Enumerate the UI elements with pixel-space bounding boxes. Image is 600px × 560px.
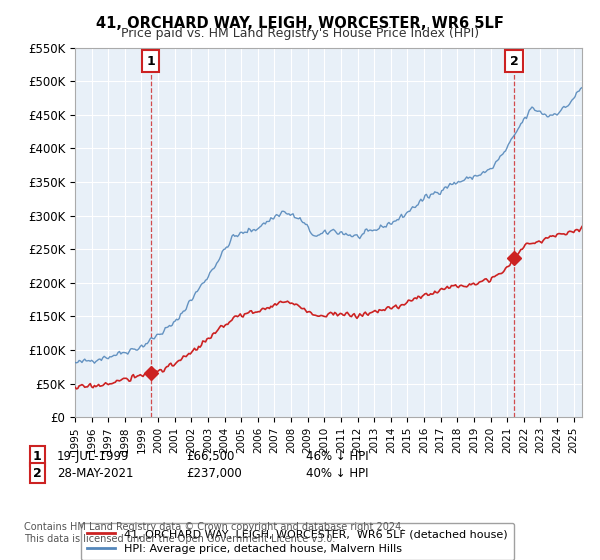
Text: 2: 2 — [33, 466, 42, 480]
Text: Price paid vs. HM Land Registry's House Price Index (HPI): Price paid vs. HM Land Registry's House … — [121, 27, 479, 40]
Text: 28-MAY-2021: 28-MAY-2021 — [57, 466, 133, 480]
Text: 40% ↓ HPI: 40% ↓ HPI — [306, 466, 368, 480]
Text: 46% ↓ HPI: 46% ↓ HPI — [306, 450, 368, 463]
Text: £237,000: £237,000 — [186, 466, 242, 480]
Text: £66,500: £66,500 — [186, 450, 235, 463]
Text: 1: 1 — [146, 54, 155, 68]
Text: 2: 2 — [509, 54, 518, 68]
Legend: 41, ORCHARD WAY, LEIGH, WORCESTER,  WR6 5LF (detached house), HPI: Average price: 41, ORCHARD WAY, LEIGH, WORCESTER, WR6 5… — [80, 522, 514, 560]
Text: 19-JUL-1999: 19-JUL-1999 — [57, 450, 130, 463]
Text: Contains HM Land Registry data © Crown copyright and database right 2024.
This d: Contains HM Land Registry data © Crown c… — [24, 522, 404, 544]
Text: 1: 1 — [33, 450, 42, 463]
Text: 41, ORCHARD WAY, LEIGH, WORCESTER, WR6 5LF: 41, ORCHARD WAY, LEIGH, WORCESTER, WR6 5… — [96, 16, 504, 31]
